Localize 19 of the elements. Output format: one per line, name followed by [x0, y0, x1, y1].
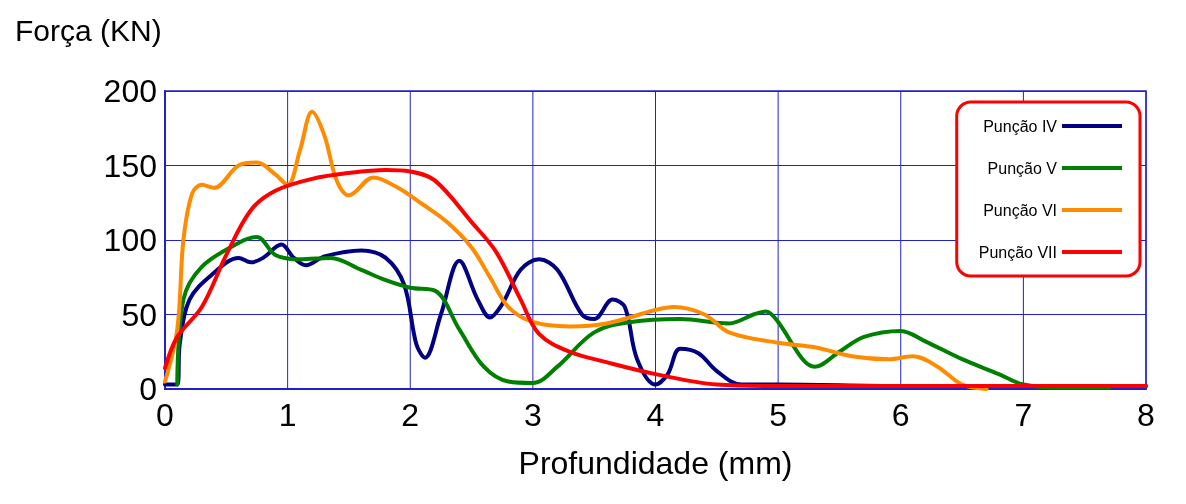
legend-label: Punção VII — [978, 243, 1057, 261]
x-tick-label: 5 — [769, 397, 788, 433]
x-tick-label: 2 — [401, 397, 420, 433]
legend-label: Punção V — [987, 159, 1058, 177]
x-tick-label: 4 — [646, 397, 665, 433]
x-tick-label: 3 — [523, 397, 542, 433]
y-tick-label: 200 — [103, 73, 157, 109]
y-tick-label: 100 — [103, 222, 157, 258]
x-axis-title: Profundidade (mm) — [518, 445, 793, 481]
x-tick-label: 6 — [891, 397, 910, 433]
y-axis-title: Força (KN) — [15, 13, 162, 47]
x-tick-label: 1 — [278, 397, 297, 433]
x-tick-label: 8 — [1137, 397, 1155, 433]
y-tick-label: 150 — [103, 147, 157, 184]
y-tick-label: 0 — [139, 371, 157, 407]
legend-label: Punção VI — [983, 201, 1057, 219]
legend-label: Punção IV — [983, 117, 1058, 135]
y-tick-label: 50 — [121, 296, 157, 333]
x-tick-label: 7 — [1014, 397, 1033, 433]
